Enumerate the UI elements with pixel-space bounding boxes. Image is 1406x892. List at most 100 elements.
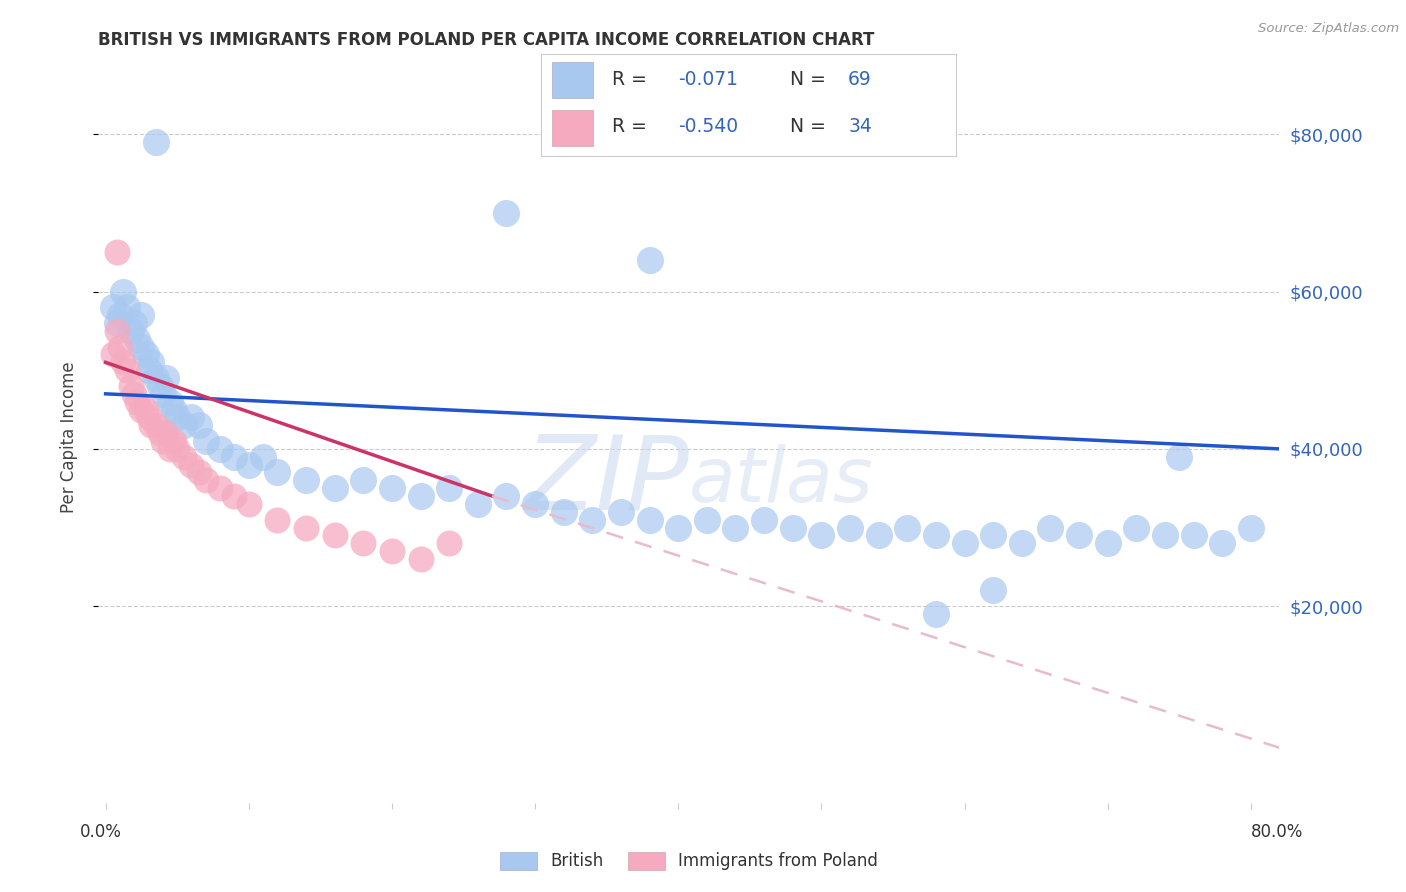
Point bbox=[925, 607, 948, 621]
Point bbox=[155, 426, 177, 441]
Point bbox=[467, 497, 489, 511]
Point bbox=[1039, 520, 1062, 534]
Point bbox=[149, 426, 172, 441]
Text: atlas: atlas bbox=[689, 444, 873, 518]
Point bbox=[101, 347, 124, 361]
Point bbox=[149, 379, 172, 393]
Point bbox=[1125, 520, 1147, 534]
Point bbox=[1182, 528, 1205, 542]
Point bbox=[495, 489, 517, 503]
Point bbox=[141, 355, 163, 369]
Point bbox=[524, 497, 547, 511]
Point bbox=[163, 434, 186, 448]
Point bbox=[1011, 536, 1033, 550]
Text: 34: 34 bbox=[848, 118, 872, 136]
Point bbox=[981, 583, 1004, 598]
Point bbox=[145, 135, 167, 149]
Text: BRITISH VS IMMIGRANTS FROM POLAND PER CAPITA INCOME CORRELATION CHART: BRITISH VS IMMIGRANTS FROM POLAND PER CA… bbox=[98, 31, 875, 49]
Point bbox=[724, 520, 747, 534]
Point bbox=[610, 505, 633, 519]
Y-axis label: Per Capita Income: Per Capita Income bbox=[59, 361, 77, 513]
Point bbox=[437, 536, 460, 550]
Point bbox=[187, 418, 209, 433]
Point bbox=[209, 481, 232, 495]
Point bbox=[252, 450, 274, 464]
Point bbox=[135, 347, 157, 361]
Point bbox=[120, 324, 142, 338]
Point bbox=[131, 308, 153, 322]
Point bbox=[122, 387, 145, 401]
Point bbox=[131, 402, 153, 417]
Point bbox=[138, 410, 160, 425]
Point bbox=[381, 481, 404, 495]
FancyBboxPatch shape bbox=[551, 62, 593, 97]
Point bbox=[352, 536, 374, 550]
Point bbox=[495, 206, 517, 220]
Text: N =: N = bbox=[790, 118, 832, 136]
Text: -0.540: -0.540 bbox=[678, 118, 738, 136]
Point bbox=[238, 497, 260, 511]
Point bbox=[752, 513, 775, 527]
Text: N =: N = bbox=[790, 70, 832, 89]
Text: ZIP: ZIP bbox=[524, 431, 689, 531]
Point bbox=[111, 355, 134, 369]
Point bbox=[1097, 536, 1119, 550]
Point bbox=[115, 363, 138, 377]
Point bbox=[266, 466, 288, 480]
Point bbox=[696, 513, 718, 527]
Point bbox=[105, 245, 128, 260]
FancyBboxPatch shape bbox=[551, 110, 593, 145]
Text: 69: 69 bbox=[848, 70, 872, 89]
Point bbox=[194, 434, 217, 448]
Point bbox=[194, 473, 217, 487]
Point bbox=[166, 442, 188, 456]
Point bbox=[266, 513, 288, 527]
Point bbox=[868, 528, 890, 542]
Point bbox=[409, 552, 432, 566]
Point bbox=[115, 301, 138, 315]
Point bbox=[1168, 450, 1191, 464]
Point bbox=[125, 332, 148, 346]
Point bbox=[1240, 520, 1263, 534]
Text: 80.0%: 80.0% bbox=[1250, 822, 1303, 840]
Point bbox=[323, 528, 346, 542]
Point bbox=[638, 253, 661, 268]
Point bbox=[1211, 536, 1233, 550]
Point bbox=[108, 308, 131, 322]
Point bbox=[120, 379, 142, 393]
Point bbox=[138, 363, 160, 377]
Point bbox=[1154, 528, 1177, 542]
Point bbox=[173, 450, 195, 464]
Point bbox=[666, 520, 689, 534]
Point bbox=[981, 528, 1004, 542]
Text: 0.0%: 0.0% bbox=[80, 822, 122, 840]
Point bbox=[1067, 528, 1090, 542]
Point bbox=[238, 458, 260, 472]
Point bbox=[135, 402, 157, 417]
Point bbox=[111, 285, 134, 299]
Point bbox=[101, 301, 124, 315]
Legend: British, Immigrants from Poland: British, Immigrants from Poland bbox=[492, 843, 886, 879]
Point bbox=[155, 371, 177, 385]
Point bbox=[209, 442, 232, 456]
Point bbox=[166, 410, 188, 425]
Point bbox=[295, 473, 318, 487]
Point bbox=[839, 520, 862, 534]
Point bbox=[141, 418, 163, 433]
Point bbox=[437, 481, 460, 495]
Point bbox=[105, 324, 128, 338]
Point bbox=[163, 402, 186, 417]
Point bbox=[782, 520, 804, 534]
Point bbox=[323, 481, 346, 495]
Point bbox=[581, 513, 603, 527]
Point bbox=[159, 442, 181, 456]
Point bbox=[152, 434, 174, 448]
Point bbox=[925, 528, 948, 542]
Point bbox=[145, 418, 167, 433]
Point bbox=[145, 371, 167, 385]
Point bbox=[173, 418, 195, 433]
Point bbox=[295, 520, 318, 534]
Point bbox=[409, 489, 432, 503]
Text: R =: R = bbox=[612, 70, 652, 89]
Point bbox=[105, 316, 128, 330]
